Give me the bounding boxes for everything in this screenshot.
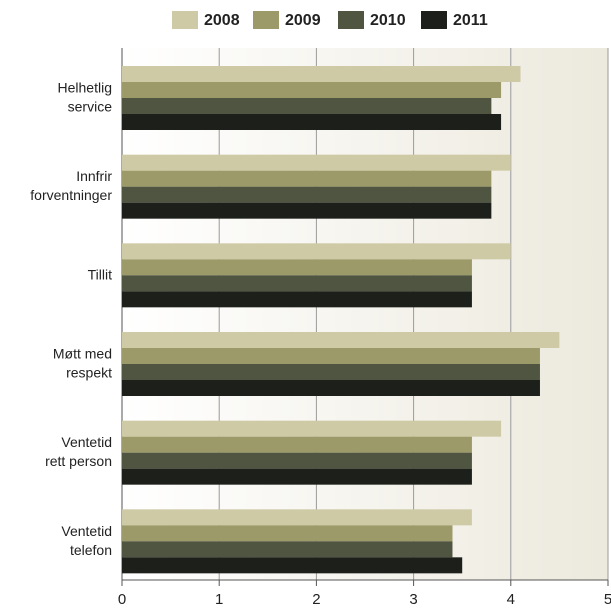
bar [122, 114, 502, 130]
bar [122, 202, 492, 219]
bar [122, 186, 492, 203]
bar [122, 154, 511, 171]
bar [122, 420, 502, 437]
bar [122, 82, 502, 98]
legend-swatch [421, 11, 447, 29]
y-tick-label: Møtt med respekt [53, 345, 112, 380]
bar [122, 98, 492, 114]
y-tick-label: Ventetid telefon [61, 523, 112, 558]
x-tick-label: 2 [312, 591, 320, 608]
bar [122, 557, 463, 574]
bar [122, 525, 453, 542]
legend-label: 2011 [453, 12, 488, 29]
y-tick-label: Innfrir forventninger [30, 168, 112, 203]
bar [122, 275, 472, 292]
legend-label: 2008 [204, 12, 240, 29]
plot-background [122, 48, 608, 580]
bar [122, 291, 472, 308]
y-tick-label: Tillit [88, 266, 112, 282]
bar [122, 380, 540, 396]
bar [122, 541, 453, 558]
bar [122, 259, 472, 276]
bar [122, 348, 540, 364]
legend-swatch [172, 11, 198, 29]
x-tick-label: 0 [118, 591, 126, 608]
legend-swatch [338, 11, 364, 29]
y-tick-label: Ventetid rett person [45, 434, 112, 469]
legend-label: 2009 [285, 12, 321, 29]
legend-label: 2010 [370, 12, 406, 29]
x-tick-label: 4 [507, 591, 515, 608]
x-tick-label: 3 [409, 591, 417, 608]
bar [122, 364, 540, 380]
x-tick-label: 1 [215, 591, 223, 608]
bar [122, 170, 492, 187]
legend-swatch [253, 11, 279, 29]
bar [122, 509, 472, 526]
bar [122, 452, 472, 469]
y-tick-label: Helhetlig service [58, 79, 113, 114]
bar [122, 468, 472, 485]
bar [122, 332, 560, 348]
bar [122, 66, 521, 82]
bar [122, 243, 511, 260]
bar [122, 436, 472, 453]
x-tick-label: 5 [604, 591, 611, 608]
